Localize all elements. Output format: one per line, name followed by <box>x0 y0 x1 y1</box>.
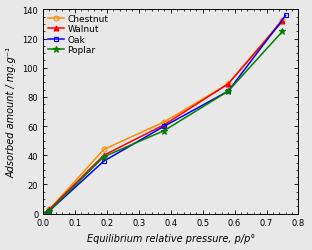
Poplar <box>48 210 51 212</box>
Oak <box>284 15 288 18</box>
Oak <box>226 90 230 93</box>
Walnut <box>48 208 51 211</box>
Walnut <box>163 124 166 127</box>
Chestnut <box>102 148 106 151</box>
Line: Oak: Oak <box>41 14 288 216</box>
Line: Walnut: Walnut <box>41 20 285 216</box>
Chestnut <box>163 121 166 124</box>
Poplar <box>226 90 230 93</box>
Poplar <box>163 130 166 132</box>
Oak <box>102 160 106 163</box>
Poplar <box>102 156 106 159</box>
Poplar <box>280 31 284 34</box>
X-axis label: Equilibrium relative pressure, p/p°: Equilibrium relative pressure, p/p° <box>87 233 255 243</box>
Line: Poplar: Poplar <box>40 29 285 217</box>
Walnut <box>280 20 284 24</box>
Oak <box>48 210 51 212</box>
Legend: Chestnut, Walnut, Oak, Poplar: Chestnut, Walnut, Oak, Poplar <box>46 13 110 57</box>
Chestnut <box>280 19 284 22</box>
Line: Chestnut: Chestnut <box>41 18 285 216</box>
Chestnut <box>226 83 230 86</box>
Poplar <box>41 212 45 215</box>
Y-axis label: Adsorbed amount / mg.g⁻¹: Adsorbed amount / mg.g⁻¹ <box>7 47 17 177</box>
Chestnut <box>48 208 51 211</box>
Walnut <box>102 154 106 157</box>
Oak <box>41 212 45 215</box>
Chestnut <box>41 212 45 215</box>
Oak <box>163 125 166 128</box>
Walnut <box>41 212 45 215</box>
Walnut <box>226 83 230 86</box>
